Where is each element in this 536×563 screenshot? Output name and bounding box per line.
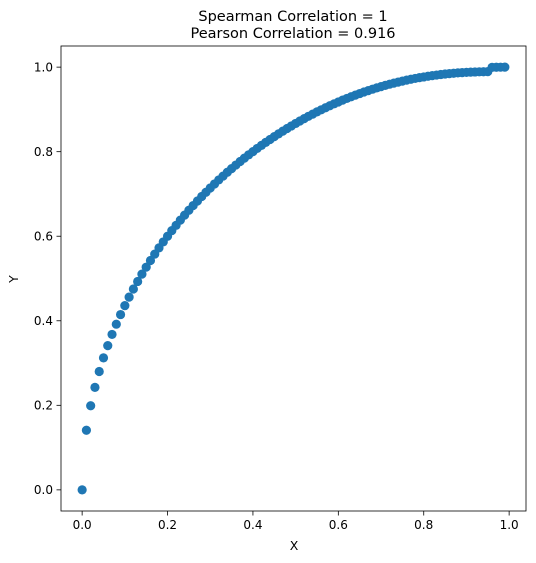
data-point bbox=[124, 292, 134, 302]
x-axis-label: X bbox=[290, 538, 299, 553]
x-tick-label: 1.0 bbox=[500, 518, 519, 532]
chart-title-line-2: Pearson Correlation = 0.916 bbox=[190, 26, 395, 42]
y-tick-label: 0.8 bbox=[34, 145, 53, 159]
data-point bbox=[98, 353, 109, 363]
x-tick-label: 0.2 bbox=[158, 518, 177, 532]
data-point bbox=[133, 276, 143, 287]
data-point bbox=[115, 309, 126, 320]
x-axis-ticks: 0.0 0.2 0.4 0.6 0.8 1.0 bbox=[73, 511, 519, 532]
x-tick-label: 0.6 bbox=[329, 518, 348, 532]
x-tick-label: 0.0 bbox=[73, 518, 92, 532]
y-axis-ticks: 0.0 0.2 0.4 0.6 0.8 1.0 bbox=[34, 60, 61, 497]
y-tick-label: 0.4 bbox=[34, 314, 53, 328]
data-point bbox=[111, 319, 121, 329]
data-point bbox=[103, 341, 113, 351]
chart-title: Spearman Correlation = 1 Pearson Correla… bbox=[190, 9, 395, 42]
x-tick-label: 0.4 bbox=[243, 518, 262, 532]
data-points bbox=[77, 62, 510, 495]
data-point bbox=[107, 329, 117, 340]
data-point bbox=[500, 62, 510, 72]
x-tick-label: 0.8 bbox=[414, 518, 433, 532]
chart-title-line-1: Spearman Correlation = 1 bbox=[198, 9, 387, 25]
data-point bbox=[141, 262, 151, 272]
y-tick-label: 0.2 bbox=[34, 399, 53, 413]
y-axis-label: Y bbox=[6, 275, 21, 284]
data-point bbox=[94, 366, 104, 377]
data-point bbox=[137, 269, 147, 279]
y-tick-label: 0.0 bbox=[34, 483, 53, 497]
data-point bbox=[128, 284, 138, 294]
data-point bbox=[86, 401, 96, 411]
plot-area-frame bbox=[60, 45, 527, 512]
data-point bbox=[81, 425, 92, 435]
y-tick-label: 1.0 bbox=[34, 60, 53, 74]
data-point bbox=[120, 301, 130, 311]
data-point bbox=[90, 382, 100, 392]
y-tick-label: 0.6 bbox=[34, 229, 53, 243]
data-point bbox=[77, 485, 87, 495]
